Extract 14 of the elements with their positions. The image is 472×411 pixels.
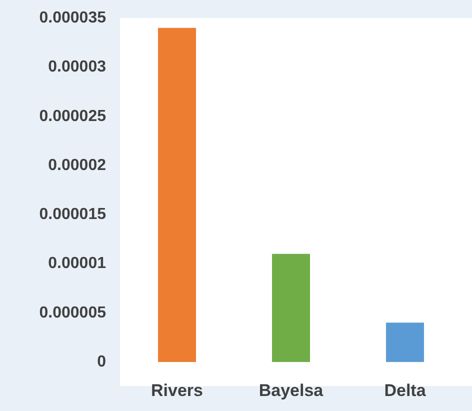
bar: [272, 254, 310, 362]
x-tick-label: Delta: [384, 381, 426, 400]
x-tick-label: Bayelsa: [258, 381, 324, 400]
bar: [158, 28, 196, 362]
bar: [386, 322, 424, 362]
y-tick-label: 0.00001: [48, 255, 106, 272]
y-tick-label: 0.000025: [39, 108, 106, 125]
y-tick-label: 0.000005: [39, 304, 106, 322]
x-tick-label: Rivers: [151, 381, 203, 400]
y-tick-label: 0.00003: [48, 58, 106, 76]
y-tick-label: 0.000015: [39, 206, 106, 224]
y-tick-label: 0: [97, 354, 106, 370]
y-tick-label: 0.000035: [39, 10, 106, 26]
y-tick-label: 0.00002: [48, 156, 106, 174]
